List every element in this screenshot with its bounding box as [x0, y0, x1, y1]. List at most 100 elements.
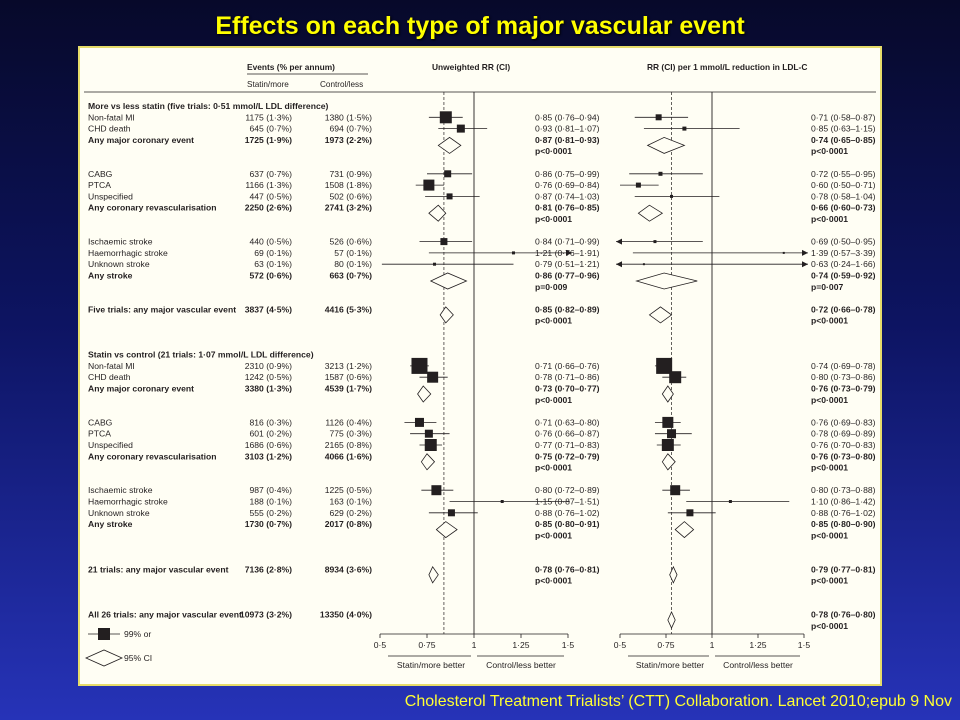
unweighted-square: [427, 371, 439, 383]
per-mmol-diamond: [635, 272, 698, 290]
per-mmol-rr-ci: 0·78 (0·76–0·80): [811, 610, 876, 620]
per-mmol-better-left-label: Statin/more better: [636, 660, 704, 670]
statin-events: 69 (0·1%): [254, 248, 292, 258]
unweighted-square: [433, 262, 437, 266]
per-mmol-p-value: p<0·0001: [811, 316, 848, 326]
per-mmol-rr-ci: 0·74 (0·69–0·78): [811, 361, 876, 371]
per-mmol-p-value: p<0·0001: [811, 395, 848, 405]
statin-events: 645 (0·7%): [249, 124, 292, 134]
unweighted-rr-ci: 0·79 (0·51–1·21): [535, 259, 600, 269]
control-events: 1973 (2·2%): [325, 135, 372, 145]
statin-events: 1175 (1·3%): [245, 112, 292, 122]
statin-events: 601 (0·2%): [249, 429, 292, 439]
per-mmol-rr-ci: 0·79 (0·77–0·81): [811, 564, 876, 574]
per-mmol-square: [635, 182, 641, 188]
per-mmol-square: [653, 240, 657, 244]
statin-events: 1725 (1·9%): [245, 135, 292, 145]
row-label: Any stroke: [88, 271, 133, 281]
unweighted-diamond: [435, 521, 458, 539]
control-events: 1587 (0·6%): [325, 372, 372, 382]
per-mmol-square: [670, 485, 681, 496]
per-mmol-rr-ci: 1·10 (0·86–1·42): [811, 497, 876, 507]
unweighted-diamond: [417, 385, 432, 403]
row-label: CHD death: [88, 124, 131, 134]
unweighted-square: [511, 251, 515, 255]
row-label: Unknown stroke: [88, 508, 150, 518]
unweighted-rr-ci: 0·87 (0·74–1·03): [535, 191, 600, 201]
per-mmol-square: [670, 194, 674, 198]
unweighted-rr-ci: 0·86 (0·75–0·99): [535, 169, 600, 179]
per-mmol-p-value: p<0·0001: [811, 463, 848, 473]
unweighted-square: [444, 170, 452, 178]
unweighted-rr-ci: 0·76 (0·69–0·84): [535, 180, 600, 190]
per-mmol-p-value: p<0·0001: [811, 214, 848, 224]
row-label: Five trials: any major vascular event: [88, 304, 236, 314]
control-events: 57 (0·1%): [334, 248, 372, 258]
per-mmol-x-tick-label: 1·5: [798, 640, 811, 650]
per-mmol-rr-ci: 0·80 (0·73–0·88): [811, 485, 876, 495]
control-less-header: Control/less: [320, 80, 363, 89]
row-label: CABG: [88, 169, 113, 179]
row-label: Any major coronary event: [88, 135, 194, 145]
per-mmol-diamond: [648, 306, 673, 324]
per-mmol-rr-ci: 0·69 (0·50–0·95): [811, 237, 876, 247]
statin-events: 3837 (4·5%): [245, 304, 292, 314]
legend-square: [98, 628, 110, 640]
control-events: 1126 (0·4%): [325, 417, 372, 427]
statin-events: 555 (0·2%): [249, 508, 292, 518]
per-mmol-rr-ci: 0·80 (0·73–0·86): [811, 372, 876, 382]
per-mmol-rr-ci: 0·76 (0·73–0·80): [811, 451, 876, 461]
row-label: Ischaemic stroke: [88, 485, 153, 495]
unweighted-diamond: [420, 453, 436, 471]
control-events: 1508 (1·8%): [325, 180, 372, 190]
legend-diamond: [85, 649, 123, 667]
statin-events: 2310 (0·9%): [245, 361, 292, 371]
events-header: Events (% per annum): [247, 62, 335, 72]
unweighted-p-value: p<0·0001: [535, 146, 572, 156]
control-events: 731 (0·9%): [329, 169, 372, 179]
row-label: Unspecified: [88, 191, 133, 201]
per-mmol-rr-ci: 0·78 (0·69–0·89): [811, 429, 876, 439]
per-mmol-diamond: [661, 385, 674, 403]
per-mmol-p-value: p=0·007: [811, 282, 843, 292]
row-label: PTCA: [88, 429, 111, 439]
statin-events: 1166 (1·3%): [245, 180, 292, 190]
unweighted-square: [440, 238, 448, 246]
statin-events: 10973 (3·2%): [240, 610, 292, 620]
per-mmol-p-value: p<0·0001: [811, 576, 848, 586]
per-mmol-square: [661, 439, 674, 451]
section-header: Statin vs control (21 trials: 1·07 mmol/…: [88, 350, 314, 360]
row-label: 21 trials: any major vascular event: [88, 564, 229, 574]
unweighted-x-tick-label: 1·25: [512, 640, 529, 650]
statin-events: 1730 (0·7%): [245, 519, 292, 529]
statin-events: 987 (0·4%): [249, 485, 292, 495]
per-mmol-square: [642, 263, 645, 266]
per-mmol-rr-ci: 0·74 (0·65–0·85): [811, 135, 876, 145]
statin-events: 7136 (2·8%): [245, 564, 292, 574]
unweighted-x-tick-label: 0·5: [374, 640, 387, 650]
per-mmol-rr-ci: 0·60 (0·50–0·71): [811, 180, 876, 190]
unweighted-square: [414, 417, 424, 427]
per-mmol-p-value: p<0·0001: [811, 530, 848, 540]
unweighted-diamond: [429, 272, 468, 290]
per-mmol-square: [782, 251, 785, 254]
unweighted-better-right-label: Control/less better: [486, 660, 556, 670]
row-label: Non-fatal MI: [88, 361, 135, 371]
unweighted-rr-ci: 0·81 (0·76–0·85): [535, 203, 600, 213]
unweighted-rr-ci: 0·76 (0·66–0·87): [535, 429, 600, 439]
unweighted-square: [447, 509, 455, 517]
unweighted-rr-ci: 0·93 (0·81–1·07): [535, 124, 600, 134]
per-mmol-arrow-left: [616, 238, 622, 245]
per-mmol-rr-ci: 0·76 (0·70–0·83): [811, 440, 876, 450]
per-mmol-p-value: p<0·0001: [811, 621, 848, 631]
per-mmol-better-right-label: Control/less better: [723, 660, 793, 670]
statin-events: 63 (0·1%): [254, 259, 292, 269]
control-events: 694 (0·7%): [329, 124, 372, 134]
control-events: 629 (0·2%): [329, 508, 372, 518]
statin-events: 188 (0·1%): [249, 497, 292, 507]
per-mmol-arrow-right: [802, 261, 808, 268]
control-events: 2741 (3·2%): [325, 203, 372, 213]
unweighted-p-value: p=0·009: [535, 282, 567, 292]
per-mmol-rr-ci: 0·63 (0·24–1·66): [811, 259, 876, 269]
unweighted-square: [424, 439, 437, 451]
